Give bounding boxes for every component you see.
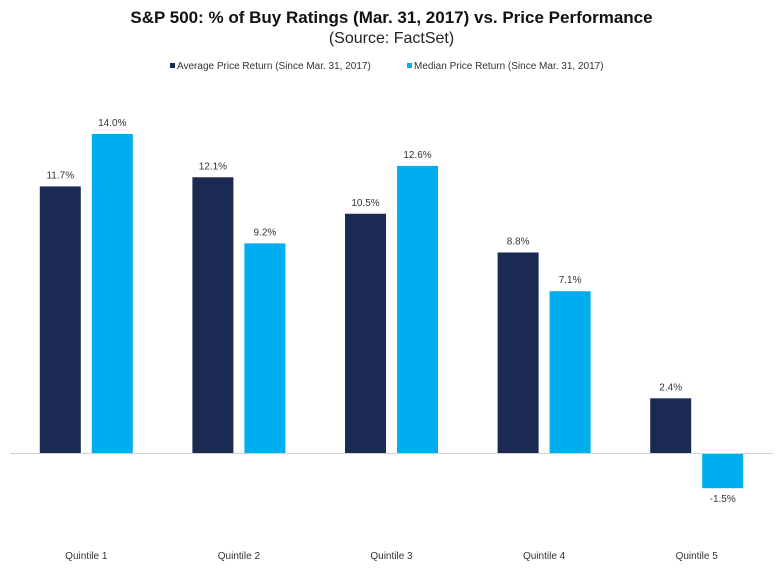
data-label-median-4: 7.1%: [559, 275, 582, 286]
data-label-median-3: 12.6%: [403, 150, 431, 161]
category-label-3: Quintile 3: [370, 551, 413, 562]
bar-median-2: [244, 243, 286, 453]
data-label-average-5: 2.4%: [659, 382, 682, 393]
legend-label-average: Average Price Return (Since Mar. 31, 201…: [177, 61, 371, 72]
bar-median-4: [549, 291, 591, 453]
bar-median-1: [91, 134, 133, 453]
bar-average-1: [39, 186, 81, 453]
bar-median-3: [397, 165, 438, 453]
data-label-average-2: 12.1%: [199, 161, 227, 172]
legend-swatch-median: [407, 62, 412, 68]
data-label-median-2: 9.2%: [254, 227, 277, 238]
legend-item-average: Average Price Return (Since Mar. 31, 201…: [170, 61, 371, 72]
data-label-average-1: 11.7%: [46, 170, 74, 181]
category-label-5: Quintile 5: [676, 551, 719, 562]
bar-average-4: [497, 252, 539, 453]
chart-title: S&P 500: % of Buy Ratings (Mar. 31, 2017…: [130, 8, 653, 27]
bar-median-5: [702, 454, 744, 489]
data-label-average-4: 8.8%: [507, 236, 530, 247]
bar-average-5: [650, 398, 692, 453]
category-label-2: Quintile 2: [218, 551, 261, 562]
category-label-4: Quintile 4: [523, 551, 566, 562]
legend-swatch-average: [170, 62, 175, 68]
data-label-average-3: 10.5%: [351, 198, 379, 209]
bar-average-2: [192, 177, 234, 454]
data-label-median-5: -1.5%: [710, 494, 736, 505]
legend-label-median: Median Price Return (Since Mar. 31, 2017…: [414, 61, 604, 72]
legend-item-median: Median Price Return (Since Mar. 31, 2017…: [407, 61, 604, 72]
category-label-1: Quintile 1: [65, 551, 108, 562]
chart-subtitle: (Source: FactSet): [328, 30, 455, 47]
bar-average-3: [345, 213, 386, 453]
data-label-median-1: 14.0%: [98, 118, 126, 129]
